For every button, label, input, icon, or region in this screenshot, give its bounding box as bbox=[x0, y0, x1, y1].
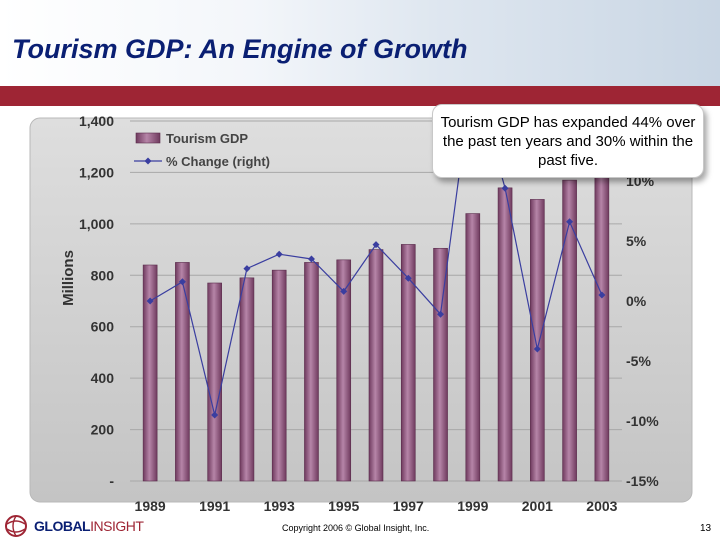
tourism-gdp-chart: - 200 400 600 800 1,000 1,200 1,400 -15% -10% -5% 0… bbox=[29, 106, 693, 512]
x-tick-label: 1991 bbox=[199, 498, 230, 512]
y2-tick-label: -5% bbox=[626, 353, 651, 369]
y-tick-label: 1,400 bbox=[79, 113, 114, 129]
y-axis-label: Millions bbox=[60, 250, 77, 306]
x-tick-label: 1995 bbox=[328, 498, 359, 512]
legend-label-pct-change: % Change (right) bbox=[166, 154, 270, 169]
y2-tick-label: 5% bbox=[626, 233, 647, 249]
point-pct-change bbox=[437, 310, 445, 318]
bar-tourism-gdp bbox=[304, 262, 319, 482]
page-number: 13 bbox=[700, 523, 712, 534]
y-tick-label: 400 bbox=[91, 370, 115, 386]
x-tick-label: 1989 bbox=[135, 498, 166, 512]
point-pct-change bbox=[533, 345, 541, 353]
legend-marker-pct-change bbox=[144, 157, 152, 165]
copyright-footer: Copyright 2006 © Global Insight, Inc. bbox=[282, 523, 430, 533]
point-pct-change bbox=[243, 265, 251, 273]
y2-tick-label: -10% bbox=[626, 413, 659, 429]
y-tick-label: 200 bbox=[91, 422, 115, 438]
bar-tourism-gdp bbox=[400, 244, 416, 482]
point-pct-change bbox=[211, 411, 219, 419]
point-pct-change bbox=[598, 291, 606, 299]
x-tick-label: 1997 bbox=[393, 498, 424, 512]
x-tick-label: 1993 bbox=[264, 498, 295, 512]
y-tick-label: - bbox=[109, 473, 114, 489]
bar-tourism-gdp bbox=[271, 269, 287, 482]
logo-word-global: GLOBAL bbox=[34, 518, 91, 534]
header-banner bbox=[0, 0, 720, 86]
y-tick-label: 1,200 bbox=[79, 164, 114, 180]
x-tick-label: 1999 bbox=[457, 498, 488, 512]
legend-label-tourism-gdp: Tourism GDP bbox=[166, 131, 248, 146]
point-pct-change bbox=[275, 250, 283, 258]
chart-panel bbox=[29, 117, 693, 503]
title-underline-bar bbox=[0, 86, 720, 106]
y2-tick-label: 0% bbox=[626, 293, 647, 309]
point-pct-change bbox=[404, 274, 412, 282]
bar-tourism-gdp bbox=[594, 177, 610, 482]
bar-tourism-gdp bbox=[562, 179, 577, 482]
point-pct-change bbox=[566, 218, 574, 226]
bar-tourism-gdp bbox=[368, 249, 384, 482]
logo-word-insight: INSIGHT bbox=[90, 518, 144, 534]
bar-tourism-gdp bbox=[142, 264, 158, 482]
point-pct-change bbox=[372, 241, 380, 249]
point-pct-change bbox=[307, 255, 315, 263]
point-pct-change bbox=[340, 287, 348, 295]
x-tick-label: 2001 bbox=[522, 498, 553, 512]
x-tick-label: 2003 bbox=[586, 498, 617, 512]
legend-swatch-tourism-gdp bbox=[135, 132, 161, 144]
globe-logo-icon bbox=[5, 515, 27, 537]
y-tick-label: 800 bbox=[91, 267, 115, 283]
point-pct-change bbox=[146, 297, 154, 305]
bar-tourism-gdp bbox=[497, 187, 513, 482]
bar-tourism-gdp bbox=[465, 213, 481, 482]
bar-tourism-gdp bbox=[239, 277, 255, 482]
point-pct-change bbox=[501, 184, 509, 192]
bar-tourism-gdp bbox=[433, 247, 448, 482]
bar-tourism-gdp bbox=[530, 199, 545, 482]
global-insight-logo: GLOBALINSIGHT bbox=[4, 514, 164, 538]
slide-title: Tourism GDP: An Engine of Growth bbox=[12, 34, 468, 64]
logo-wordmark: GLOBALINSIGHT bbox=[34, 518, 144, 534]
y-tick-label: 1,000 bbox=[79, 216, 114, 232]
bar-tourism-gdp bbox=[207, 282, 222, 482]
growth-callout: Tourism GDP has expanded 44% over the pa… bbox=[432, 104, 704, 178]
bar-tourism-gdp bbox=[336, 259, 352, 482]
bar-tourism-gdp bbox=[175, 262, 190, 482]
y-tick-label: 600 bbox=[91, 319, 115, 335]
y2-tick-label: -15% bbox=[626, 473, 659, 489]
point-pct-change bbox=[178, 278, 186, 286]
